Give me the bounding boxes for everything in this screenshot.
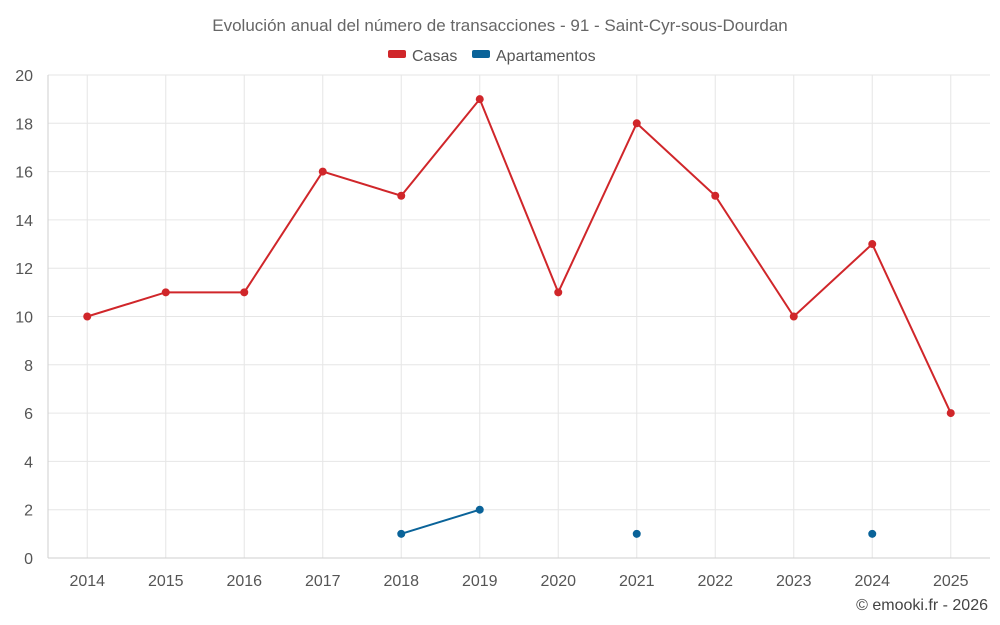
data-point[interactable] [868,240,877,249]
x-tick-label: 2018 [383,573,419,590]
data-point[interactable] [946,409,955,418]
x-tick-label: 2019 [462,573,498,590]
data-point[interactable] [554,288,563,297]
data-point[interactable] [397,191,406,200]
legend-swatch [472,50,490,58]
x-tick-label: 2024 [854,573,890,590]
grid-lines [47,74,990,559]
y-tick-label: 10 [15,310,33,327]
y-tick-label: 20 [15,68,33,85]
data-point[interactable] [397,529,406,538]
x-tick-label: 2016 [226,573,262,590]
data-point[interactable] [789,312,798,321]
y-axis-ticks: 0 2 4 6 8 10 12 14 16 18 20 [15,68,33,568]
data-point[interactable] [475,95,484,104]
legend: Casas Apartamentos [388,48,596,65]
legend-label[interactable]: Casas [412,48,457,65]
x-tick-label: 2017 [305,573,341,590]
credit-text: © emooki.fr - 2026 [856,597,988,614]
y-tick-label: 12 [15,261,33,278]
x-axis-ticks: 2014 2015 2016 2017 2018 2019 2020 2021 2022 2023… [69,573,968,590]
series-layer [83,95,955,538]
y-tick-label: 16 [15,165,33,182]
legend-swatch [388,50,406,58]
x-tick-label: 2023 [776,573,812,590]
data-point[interactable] [632,119,641,128]
x-tick-label: 2015 [148,573,184,590]
data-point[interactable] [475,505,484,514]
x-tick-label: 2021 [619,573,655,590]
data-point[interactable] [632,529,641,538]
series-line [86,97,952,414]
legend-label[interactable]: Apartamentos [496,48,596,65]
data-point[interactable] [318,167,327,176]
x-tick-label: 2020 [540,573,576,590]
data-point[interactable] [83,312,92,321]
y-tick-label: 0 [24,551,33,568]
y-tick-label: 6 [24,406,33,423]
data-point[interactable] [868,529,877,538]
y-tick-label: 2 [24,503,33,520]
x-tick-label: 2014 [69,573,105,590]
data-point[interactable] [711,191,720,200]
x-tick-label: 2022 [697,573,733,590]
y-tick-label: 14 [15,213,33,230]
y-tick-label: 8 [24,358,33,375]
data-point[interactable] [240,288,249,297]
data-point[interactable] [161,288,170,297]
x-tick-label: 2025 [933,573,969,590]
chart-title: Evolución anual del número de transaccio… [212,16,787,35]
y-tick-label: 18 [15,116,33,133]
series-casas [83,95,955,418]
y-tick-label: 4 [24,454,33,471]
series-apartamentos [397,505,877,538]
series-line [400,508,481,535]
